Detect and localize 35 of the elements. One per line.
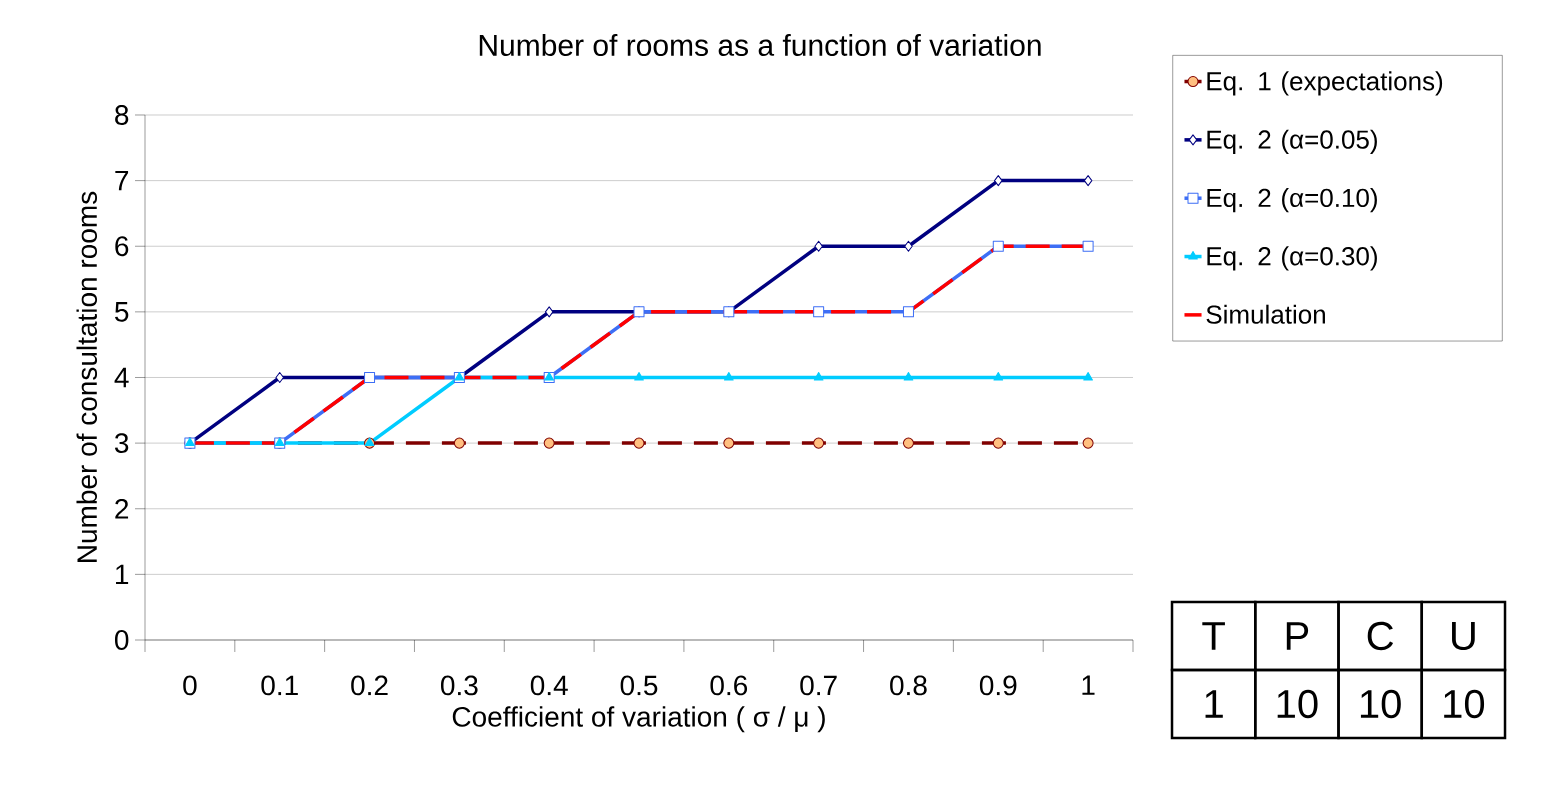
y-tick-label: 8 — [115, 105, 129, 125]
text: T — [1202, 622, 1225, 650]
y-tick-label: 3 — [114, 433, 129, 454]
y-tick-label: 5 — [115, 302, 129, 322]
chart-title: Number of rooms as a function of variation — [479, 33, 1041, 57]
x-tick-label: 0.5 — [620, 675, 658, 696]
legend-label: Eq. 1 (expectations) — [1207, 71, 1443, 96]
y-tick-label: 6 — [115, 236, 129, 257]
text: C — [1367, 621, 1394, 651]
y-tick-label: 4 — [114, 367, 129, 388]
legend-label: Eq. 2 (α=0.30) — [1207, 246, 1377, 271]
x-tick-label: 0.8 — [890, 675, 927, 696]
legend-label: Simulation — [1206, 304, 1325, 324]
text: U — [1452, 622, 1475, 650]
text: P — [1286, 622, 1309, 650]
text: 10 — [1360, 689, 1401, 719]
x-axis-title: Coefficient of variation ( σ / μ ) — [452, 706, 825, 733]
x-tick-label: 0.7 — [800, 675, 837, 696]
x-tick-label: 0.9 — [979, 675, 1017, 696]
y-tick-label: 7 — [115, 170, 129, 191]
text: 10 — [1444, 689, 1485, 719]
x-tick-label: 0.4 — [530, 675, 568, 696]
legend-label: Eq. 2 (α=0.05) — [1207, 129, 1377, 154]
y-axis-title: Number of consultation rooms — [76, 191, 98, 562]
x-tick-label: 0.6 — [710, 675, 748, 696]
x-tick-label: 0.1 — [261, 675, 298, 696]
text: 10 — [1277, 689, 1318, 719]
y-tick-label: 1 — [116, 564, 129, 585]
x-tick-label: 0.3 — [441, 675, 478, 696]
y-tick-label: 0 — [115, 630, 129, 650]
y-tick-label: 2 — [115, 498, 129, 519]
x-tick-label: 0.2 — [351, 675, 388, 696]
x-tick-label: 0 — [183, 675, 197, 696]
x-tick-label: 1 — [1082, 675, 1095, 695]
legend-label: Eq. 2 (α=0.10) — [1207, 188, 1377, 213]
